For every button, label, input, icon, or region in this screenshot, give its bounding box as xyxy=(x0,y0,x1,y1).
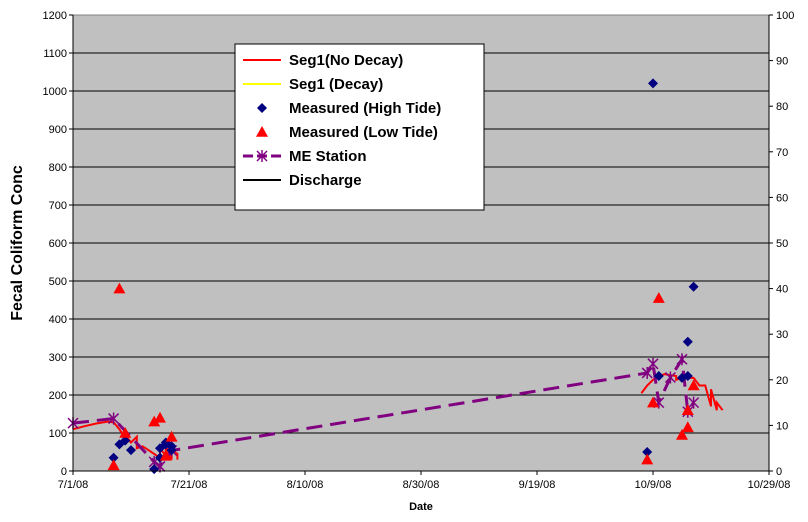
low-tide-point xyxy=(676,428,688,440)
x-tick-label: 8/30/08 xyxy=(403,479,440,491)
high-tide-point xyxy=(642,447,653,457)
y2-tick-label: 80 xyxy=(776,101,788,113)
low-tide-point xyxy=(119,427,132,438)
high-tide-point xyxy=(653,371,664,381)
legend-label-measured-high-tide: Measured (High Tide) xyxy=(289,100,441,117)
high-tide-point xyxy=(688,281,699,292)
y-tick-label: 700 xyxy=(49,200,67,212)
series-layer xyxy=(67,78,724,475)
y-axis-title: Fecal Coliform Conc xyxy=(9,165,26,321)
series-measured-high-tide xyxy=(108,78,699,475)
y-tick-label: 900 xyxy=(49,124,67,136)
y-tick-label: 1000 xyxy=(43,86,67,98)
legend-label-seg1-no-decay: Seg1(No Decay) xyxy=(289,52,403,69)
series-measured-low-tide xyxy=(107,282,700,471)
x-axis-title: Date xyxy=(409,501,433,513)
low-tide-point xyxy=(687,379,700,391)
low-tide-point xyxy=(641,453,654,465)
me-station-point xyxy=(641,366,653,379)
y-tick-label: 1100 xyxy=(43,48,67,60)
low-tide-point xyxy=(159,449,172,461)
x-tick-label: 8/10/08 xyxy=(287,479,324,491)
high-tide-point xyxy=(648,78,658,89)
y2-tick-label: 40 xyxy=(776,284,788,296)
legend-label-me-station: ME Station xyxy=(289,148,367,165)
high-tide-point xyxy=(120,435,131,446)
y2-tick-label: 60 xyxy=(776,192,788,204)
y2-tick-label: 0 xyxy=(776,466,782,478)
y-tick-label: 100 xyxy=(49,428,67,440)
x-tick-label: 9/19/08 xyxy=(519,479,556,491)
y2-tick-label: 70 xyxy=(776,147,788,159)
legend: Seg1(No Decay) Seg1 (Decay) Measured (High… xyxy=(234,43,485,211)
low-tide-point xyxy=(681,421,694,433)
low-tide-point xyxy=(647,396,659,408)
low-tide-point xyxy=(113,282,126,294)
me-station-point xyxy=(688,396,700,409)
y-tick-label: 500 xyxy=(49,276,67,288)
high-tide-point xyxy=(682,371,693,381)
me-station-point xyxy=(647,357,659,370)
low-tide-point xyxy=(154,411,166,423)
me-station-point xyxy=(108,412,120,425)
y-tick-label: 300 xyxy=(49,352,67,364)
x-tick-label: 10/29/08 xyxy=(748,479,791,491)
y-tick-label: 600 xyxy=(49,238,67,250)
y-tick-label: 200 xyxy=(49,390,67,402)
high-tide-point xyxy=(126,445,136,456)
low-tide-point xyxy=(148,415,161,427)
me-station-point xyxy=(676,353,688,366)
high-tide-point xyxy=(682,336,693,347)
low-tide-point xyxy=(681,404,694,415)
x-tick-label: 10/9/08 xyxy=(635,479,672,491)
x-tick-label: 7/1/08 xyxy=(58,479,89,491)
high-tide-point xyxy=(149,464,160,475)
y-tick-label: 800 xyxy=(49,162,67,174)
low-tide-point xyxy=(652,292,665,303)
legend-box xyxy=(234,43,485,211)
y2-tick-label: 30 xyxy=(776,329,788,341)
y-tick-label: 400 xyxy=(49,314,67,326)
low-tide-point xyxy=(107,459,120,471)
y2-tick-label: 90 xyxy=(776,56,788,68)
legend-label-seg1-decay: Seg1 (Decay) xyxy=(289,76,383,93)
y2-tick-label: 20 xyxy=(776,375,788,387)
high-tide-point xyxy=(166,445,177,456)
y-tick-label: 0 xyxy=(61,466,67,478)
legend-label-measured-low-tide: Measured (Low Tide) xyxy=(289,124,438,141)
y2-tick-label: 10 xyxy=(776,420,788,432)
me-station-line xyxy=(72,354,695,469)
x-tick-label: 7/21/08 xyxy=(171,479,208,491)
high-tide-point xyxy=(257,103,267,113)
y2-tick-label: 100 xyxy=(776,10,794,22)
y-tick-label: 1200 xyxy=(43,10,67,22)
y2-tick-label: 50 xyxy=(776,238,788,250)
me-station-point xyxy=(664,371,676,384)
legend-marker-me-station xyxy=(256,150,268,162)
low-tide-point xyxy=(256,126,268,137)
axes: 0100200300400500600700800900100011001200… xyxy=(43,10,795,491)
low-tide-point xyxy=(165,430,178,442)
legend-label-discharge: Discharge xyxy=(289,172,362,189)
high-tide-point xyxy=(108,452,119,463)
